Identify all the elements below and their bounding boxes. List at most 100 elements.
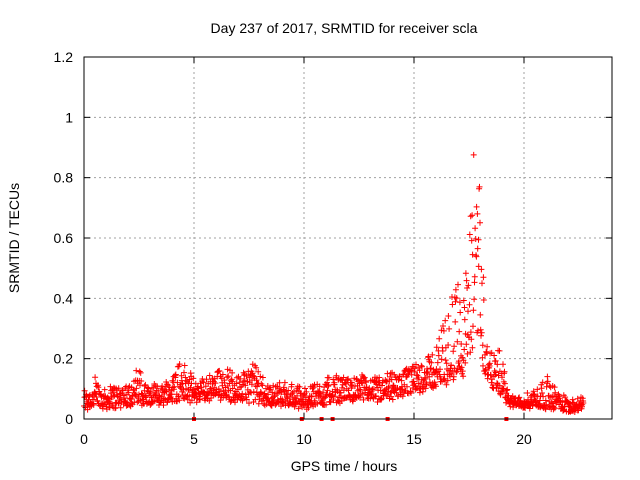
data-point — [112, 405, 118, 412]
data-point — [442, 357, 449, 364]
chart-title: Day 237 of 2017, SRMTID for receiver scl… — [211, 20, 478, 36]
data-point — [473, 203, 480, 210]
data-point — [480, 362, 486, 369]
data-point — [479, 280, 485, 287]
data-point — [206, 372, 213, 379]
data-point — [383, 378, 390, 385]
x-axis-label: GPS time / hours — [291, 458, 398, 474]
data-point — [540, 393, 547, 400]
data-point — [94, 398, 101, 405]
data-point — [361, 374, 368, 381]
data-point — [82, 394, 89, 400]
data-point — [440, 323, 446, 329]
data-point — [452, 286, 459, 293]
data-point — [466, 231, 473, 238]
data-point — [363, 379, 370, 386]
data-point — [424, 368, 431, 375]
data-point — [288, 381, 295, 388]
data-point — [433, 344, 440, 351]
data-point — [267, 386, 274, 393]
data-point — [544, 378, 551, 385]
data-point — [530, 388, 537, 395]
data-point — [253, 377, 260, 384]
data-point — [483, 348, 490, 355]
data-point — [491, 368, 498, 374]
data-point — [442, 317, 449, 324]
data-point — [469, 344, 476, 351]
data-point — [404, 383, 410, 390]
data-point — [377, 387, 384, 394]
data-point — [147, 388, 154, 395]
data-point — [95, 384, 102, 391]
data-point — [322, 394, 328, 401]
data-point — [296, 383, 303, 390]
data-point — [470, 323, 476, 330]
axis-ticks: 0 0.2 0.4 0.6 0.8 1 1.2 0 5 10 15 20 — [54, 49, 612, 447]
data-point — [528, 392, 535, 399]
data-point — [374, 399, 381, 405]
data-point — [302, 385, 308, 392]
data-point — [128, 395, 135, 402]
data-point — [479, 342, 486, 349]
data-point — [550, 404, 557, 411]
data-point — [285, 387, 292, 394]
data-point — [569, 396, 576, 403]
data-point — [137, 382, 143, 389]
y-tick-label: 0 — [65, 411, 73, 427]
data-point — [516, 394, 523, 401]
data-point — [345, 375, 352, 382]
data-point — [474, 245, 481, 252]
data-point — [416, 367, 423, 374]
data-point — [458, 364, 465, 371]
data-point — [448, 362, 455, 369]
data-point — [477, 219, 483, 226]
data-point — [413, 361, 419, 368]
data-point — [259, 374, 266, 381]
data-point — [571, 409, 578, 415]
data-point — [324, 387, 331, 394]
data-point — [423, 380, 430, 387]
data-point — [96, 388, 103, 395]
data-point — [175, 393, 182, 400]
y-tick-label: 0.8 — [54, 170, 74, 186]
data-point — [467, 329, 474, 336]
data-point — [259, 382, 266, 389]
data-point — [478, 332, 484, 339]
data-point — [240, 395, 247, 402]
data-point — [268, 402, 275, 409]
data-point — [229, 385, 236, 392]
data-point — [499, 374, 505, 381]
data-point — [92, 374, 99, 381]
data-point — [217, 388, 223, 395]
data-point — [418, 362, 425, 369]
data-point — [467, 349, 474, 356]
data-point — [393, 389, 400, 396]
data-point — [470, 151, 477, 158]
data-point — [338, 398, 345, 404]
data-point — [314, 400, 321, 407]
x-tick-label: 0 — [80, 431, 88, 447]
data-point — [428, 359, 435, 366]
data-point — [451, 343, 458, 350]
data-point — [136, 368, 143, 375]
data-point — [423, 381, 429, 388]
data-point — [323, 391, 330, 398]
y-tick-label: 1 — [65, 109, 73, 125]
data-point — [461, 304, 468, 311]
data-point — [344, 377, 351, 384]
data-point — [398, 377, 405, 384]
y-tick-label: 1.2 — [54, 49, 74, 65]
data-point — [453, 369, 460, 376]
data-point — [187, 384, 194, 391]
data-point — [243, 396, 250, 403]
data-point — [469, 212, 476, 219]
data-point — [476, 183, 483, 190]
data-point — [472, 236, 479, 242]
data-point — [182, 374, 189, 381]
y-tick-label: 0.4 — [54, 290, 74, 306]
data-point — [440, 327, 447, 334]
data-point — [250, 388, 257, 395]
data-point — [289, 390, 296, 397]
data-point — [224, 374, 231, 381]
data-point — [468, 237, 475, 244]
